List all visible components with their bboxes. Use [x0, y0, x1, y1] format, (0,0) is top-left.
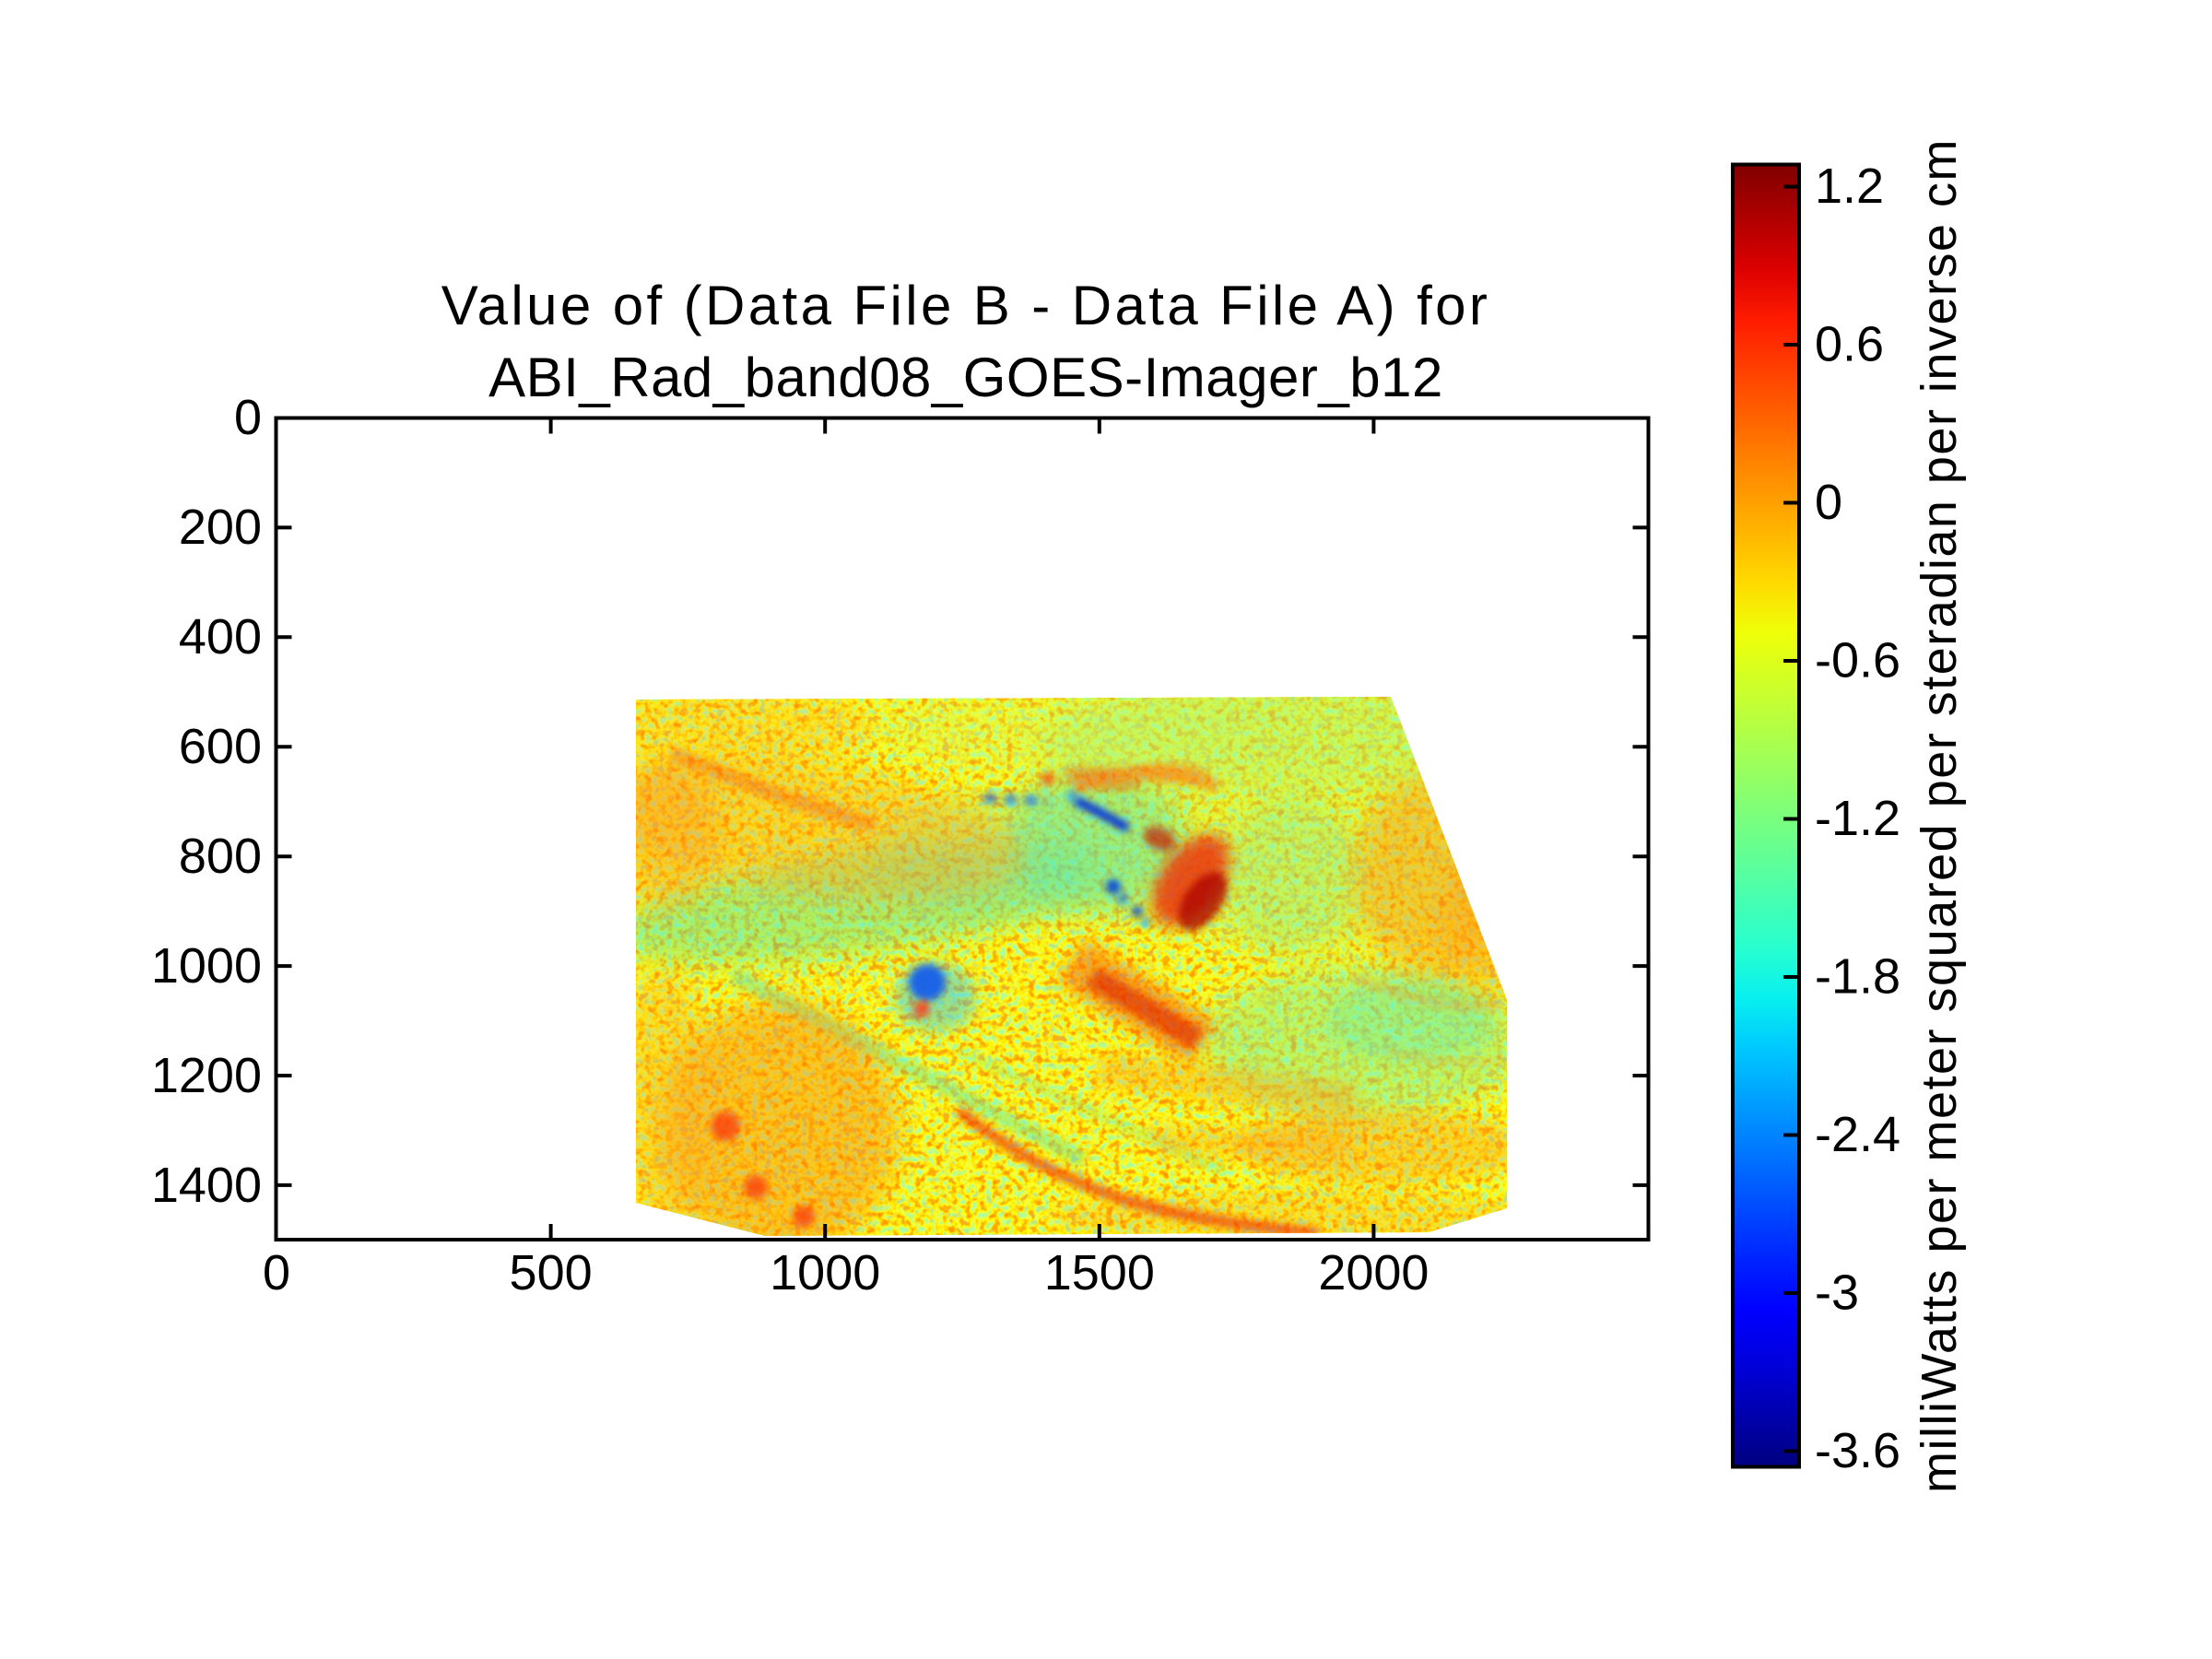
- svg-text:Value of (Data File B - Data F: Value of (Data File B - Data File A) for: [441, 275, 1491, 336]
- svg-text:1000: 1000: [151, 938, 262, 994]
- svg-text:-3.6: -3.6: [1815, 1423, 1900, 1478]
- svg-text:600: 600: [179, 719, 262, 774]
- svg-text:500: 500: [510, 1245, 593, 1300]
- svg-text:2000: 2000: [1318, 1245, 1429, 1300]
- svg-text:-0.6: -0.6: [1815, 633, 1900, 688]
- svg-text:0: 0: [234, 390, 262, 445]
- svg-text:0: 0: [1815, 475, 1842, 530]
- svg-text:-1.8: -1.8: [1815, 949, 1900, 1005]
- svg-text:1200: 1200: [151, 1048, 262, 1103]
- svg-text:-1.2: -1.2: [1815, 791, 1900, 846]
- svg-text:0.6: 0.6: [1815, 317, 1884, 372]
- svg-text:1.2: 1.2: [1815, 159, 1884, 214]
- svg-text:-3: -3: [1815, 1265, 1859, 1321]
- svg-text:milliWatts per meter squared p: milliWatts per meter squared per steradi…: [1912, 138, 1967, 1493]
- svg-text:400: 400: [179, 609, 262, 665]
- svg-text:1000: 1000: [770, 1245, 880, 1300]
- svg-text:200: 200: [179, 500, 262, 555]
- svg-text:1500: 1500: [1044, 1245, 1155, 1300]
- svg-text:0: 0: [263, 1245, 290, 1300]
- svg-text:ABI_Rad_band08_GOES-Imager_b12: ABI_Rad_band08_GOES-Imager_b12: [488, 347, 1443, 408]
- svg-text:800: 800: [179, 829, 262, 884]
- svg-text:1400: 1400: [151, 1158, 262, 1213]
- svg-text:-2.4: -2.4: [1815, 1107, 1900, 1162]
